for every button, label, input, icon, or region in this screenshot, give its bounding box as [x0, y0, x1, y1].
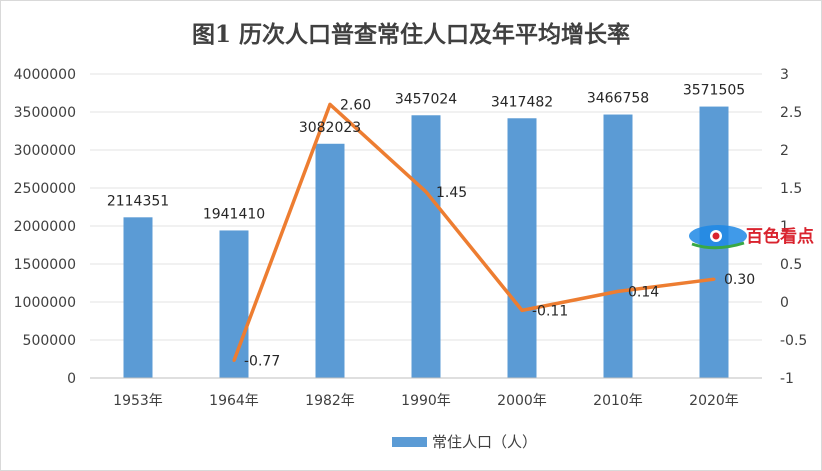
right-tick-label: -1: [780, 371, 794, 387]
watermark-logo-swoosh: [691, 241, 745, 250]
left-tick-label: 4000000: [14, 67, 76, 83]
left-tick-label: 0: [67, 371, 76, 387]
watermark: 百色看点: [689, 225, 814, 250]
bar-value-label: 1941410: [203, 206, 265, 222]
line-point: [712, 277, 716, 281]
chart-title: 图1 历次人口普查常住人口及年平均增长率: [192, 21, 630, 48]
legend-label: 常住人口（人）: [432, 433, 537, 451]
watermark-logo-dot: [712, 232, 720, 240]
right-tick-label: 1: [780, 219, 789, 235]
bar: [219, 230, 249, 378]
bar: [507, 118, 537, 379]
line-point: [424, 190, 428, 194]
data-labels: 2114351 1941410 3082023 3457024 3417482 34667…: [107, 83, 755, 370]
line-value-label: 0.14: [628, 284, 659, 300]
bar: [315, 143, 345, 378]
left-tick-label: 2500000: [14, 181, 76, 197]
right-tick-label: 3: [780, 67, 789, 83]
right-axis: -1 -0.5 0 0.5 1 1.5 2 2.5 3: [780, 67, 807, 387]
x-tick-label: 1964年: [209, 393, 259, 409]
x-tick-label: 1982年: [305, 393, 355, 409]
bar: [123, 217, 153, 378]
bar: [411, 115, 441, 378]
x-tick-label: 2020年: [689, 393, 739, 409]
right-tick-label: 1.5: [780, 181, 802, 197]
x-tick-label: 1953年: [113, 393, 163, 409]
line-point: [616, 289, 620, 293]
x-tick-label: 2010年: [593, 393, 643, 409]
line-value-label: -0.77: [244, 354, 280, 370]
right-tick-label: 2.5: [780, 105, 802, 121]
bar-value-label: 3457024: [395, 91, 457, 107]
x-tick-label: 1990年: [401, 393, 451, 409]
right-tick-label: -0.5: [780, 333, 807, 349]
line-value-label: -0.11: [532, 303, 568, 319]
line-point: [232, 359, 236, 363]
line-point: [328, 102, 332, 106]
left-tick-label: 1500000: [14, 257, 76, 273]
x-axis: 1953年 1964年 1982年 1990年 2000年 2010年 2020年: [90, 377, 762, 409]
line-value-label: 0.30: [724, 272, 755, 288]
right-tick-label: 0: [780, 295, 789, 311]
line-point: [520, 308, 524, 312]
left-tick-label: 3000000: [14, 143, 76, 159]
line-value-label: 2.60: [340, 97, 371, 113]
legend-swatch: [392, 437, 427, 447]
x-tick-label: 2000年: [497, 393, 547, 409]
left-tick-label: 2000000: [14, 219, 76, 235]
growth-rate-line: [232, 102, 715, 362]
left-tick-label: 500000: [23, 333, 76, 349]
left-tick-label: 1000000: [14, 295, 76, 311]
bar: [603, 114, 633, 378]
right-tick-label: 0.5: [780, 257, 802, 273]
line-series: [232, 102, 716, 363]
right-tick-label: 2: [780, 143, 789, 159]
line-value-label: 1.45: [436, 185, 467, 201]
bar-value-label: 3466758: [587, 91, 649, 107]
left-axis: 0 500000 1000000 1500000 2000000 2500000 30000…: [14, 67, 76, 387]
watermark-text: 百色看点: [746, 226, 814, 247]
bar-series: [123, 106, 729, 379]
left-tick-label: 3500000: [14, 105, 76, 121]
bar-value-label: 3571505: [683, 83, 745, 99]
bar-value-label: 2114351: [107, 193, 169, 209]
bar-value-label: 3417482: [491, 94, 553, 110]
bar-value-label: 3082023: [299, 120, 361, 136]
legend: 常住人口（人）: [392, 433, 537, 451]
